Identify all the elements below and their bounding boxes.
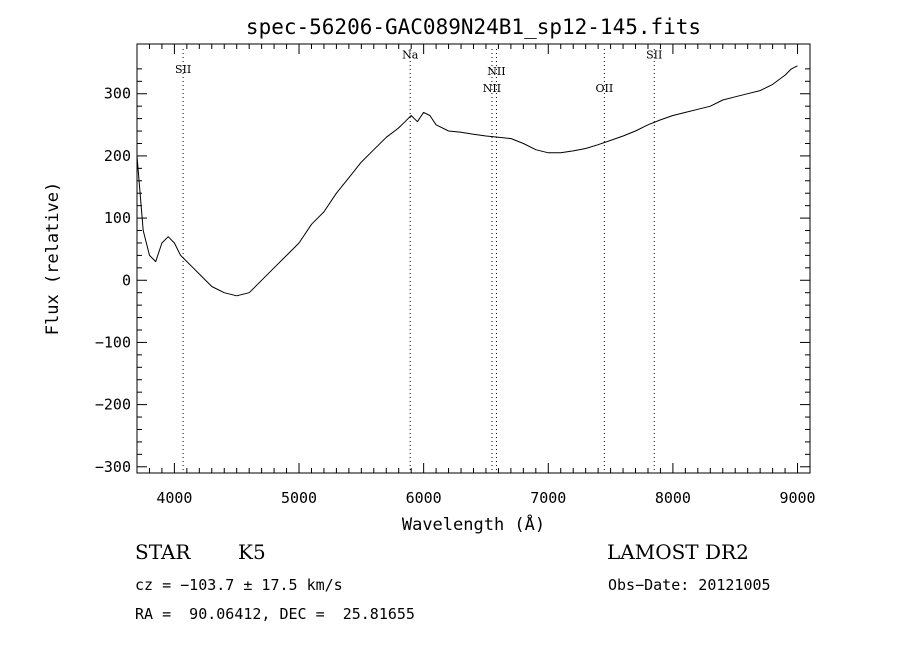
y-tick-label: 100 [104, 209, 131, 227]
line-marker-label: SII [646, 48, 662, 61]
line-marker-label: Na [402, 48, 419, 61]
line-marker-label: NII [487, 65, 505, 78]
x-tick-label: 5000 [281, 489, 317, 507]
y-tick-label: 300 [104, 85, 131, 103]
survey-name: LAMOST DR2 [607, 540, 749, 564]
y-tick-label: −300 [95, 458, 131, 476]
x-tick-label: 7000 [530, 489, 566, 507]
y-tick-label: −200 [95, 396, 131, 414]
y-tick-label: −100 [95, 333, 131, 351]
x-tick-label: 9000 [779, 489, 815, 507]
sky-coordinates: RA = 90.06412, DEC = 25.81655 [135, 605, 415, 623]
observation-date: Obs−Date: 20121005 [608, 576, 771, 594]
x-tick-label: 8000 [655, 489, 691, 507]
y-tick-label: 0 [122, 271, 131, 289]
plot-frame [136, 43, 811, 474]
line-marker-label: SII [175, 63, 191, 76]
line-marker-label: OII [596, 82, 614, 95]
y-axis-label: Flux (relative) [43, 182, 63, 336]
x-tick-label: 4000 [156, 489, 192, 507]
y-tick-label: 200 [104, 147, 131, 165]
object-class: STAR [135, 540, 191, 564]
chart-title: spec-56206-GAC089N24B1_sp12-145.fits [246, 15, 701, 39]
line-marker-label: NII [483, 82, 501, 95]
x-axis-label: Wavelength (Å) [402, 513, 545, 535]
spectrum-line [136, 65, 798, 297]
object-subclass: K5 [238, 540, 266, 564]
x-tick-label: 6000 [406, 489, 442, 507]
redshift-cz: cz = −103.7 ± 17.5 km/s [135, 576, 343, 594]
